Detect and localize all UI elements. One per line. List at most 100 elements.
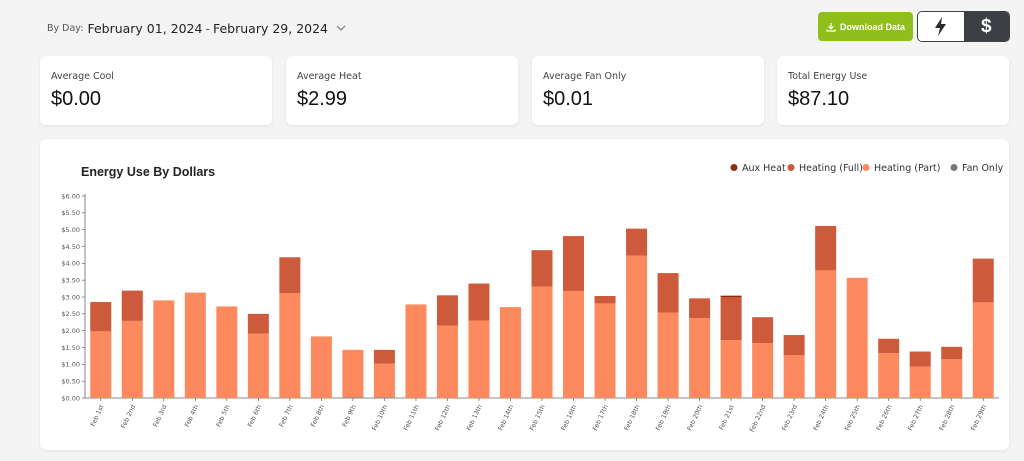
bar-segment xyxy=(247,333,269,398)
x-tick-label: Feb 15th xyxy=(529,404,547,432)
x-tick-label: Feb 1st xyxy=(90,403,106,427)
y-tick-label: $2.00 xyxy=(61,327,80,335)
x-tick-label: Feb 13th xyxy=(466,404,484,432)
bar-segment xyxy=(279,257,301,294)
y-tick-label: $0.00 xyxy=(61,394,80,402)
bar-segment xyxy=(720,340,742,398)
x-tick-label: Feb 21st xyxy=(718,403,736,431)
bar-segment xyxy=(90,302,112,332)
bar-segment xyxy=(752,343,774,398)
energy-toggle-button[interactable] xyxy=(918,12,964,41)
bar-segment xyxy=(121,320,143,398)
x-tick-label: Feb 10th xyxy=(371,404,389,432)
bar-segment xyxy=(720,295,742,298)
x-tick-label: Feb 2nd xyxy=(120,404,137,430)
bar-segment xyxy=(153,300,175,398)
bar-segment xyxy=(468,320,490,398)
legend-label: Aux Heat xyxy=(742,163,786,174)
bar-segment xyxy=(405,304,427,398)
bar-segment xyxy=(594,303,616,398)
y-tick-label: $5.00 xyxy=(61,226,80,234)
bar-segment xyxy=(184,292,206,398)
bar-segment xyxy=(499,307,521,398)
end-date: February 29, 2024 xyxy=(212,20,329,36)
x-tick-label: Feb 7th xyxy=(278,404,294,428)
y-tick-label: $6.00 xyxy=(61,192,80,200)
y-tick-label: $1.00 xyxy=(61,361,80,369)
bar-segment xyxy=(941,359,963,398)
bar-segment xyxy=(626,228,648,256)
x-tick-label: Feb 27th xyxy=(907,404,925,432)
chevron-down-icon[interactable] xyxy=(335,22,347,34)
x-tick-label: Feb 12th xyxy=(434,404,452,432)
average-cool-card: Average Cool $0.00 xyxy=(40,56,272,125)
lightning-icon xyxy=(935,17,947,36)
energy-chart-card: Energy Use By Dollars Aux Heat Heating (Fu… xyxy=(40,139,1009,450)
card-label: Average Fan Only xyxy=(543,71,627,82)
legend-marker xyxy=(950,164,958,171)
x-tick-label: Feb 25th xyxy=(844,404,862,432)
bar-segment xyxy=(657,312,679,398)
x-tick-label: Feb 19th xyxy=(655,404,673,432)
bar-segment xyxy=(342,397,364,398)
dollar-icon: $ xyxy=(980,15,992,37)
x-tick-label: Feb 4th xyxy=(184,404,200,428)
x-tick-label: Feb 28th xyxy=(939,404,957,432)
legend-marker xyxy=(730,164,738,171)
bar-segment xyxy=(373,363,395,398)
bar-segment xyxy=(752,317,774,344)
dollar-toggle-button[interactable]: $ xyxy=(963,12,1009,41)
y-tick-label: $3.00 xyxy=(61,293,80,301)
x-tick-label: Feb 14th xyxy=(497,404,515,432)
y-tick-label: $4.00 xyxy=(61,260,80,268)
bar-segment xyxy=(909,366,931,398)
bar-segment xyxy=(909,351,931,367)
average-heat-card: Average Heat $2.99 xyxy=(286,56,518,125)
bar-segment xyxy=(720,297,742,341)
bar-segment xyxy=(563,290,585,398)
x-tick-label: Feb 20th xyxy=(686,404,704,432)
x-tick-label: Feb 23rd xyxy=(781,404,799,432)
bar-segment xyxy=(689,318,711,398)
download-icon xyxy=(826,22,836,32)
bar-segment xyxy=(531,250,553,287)
date-separator: - xyxy=(205,20,210,36)
bar-segment xyxy=(815,270,837,398)
average-fan-only-card: Average Fan Only $0.01 xyxy=(532,56,764,125)
bar-segment xyxy=(783,335,805,356)
bar-segment xyxy=(846,277,868,398)
card-value: $2.99 xyxy=(297,88,348,110)
range-prefix-label: By Day: xyxy=(47,22,84,34)
bar-segment xyxy=(815,225,837,271)
bar-segment xyxy=(216,306,238,398)
y-tick-label: $1.50 xyxy=(61,344,80,352)
chart-title: Energy Use By Dollars xyxy=(81,165,215,179)
card-value: $0.00 xyxy=(51,88,102,110)
x-tick-label: Feb 16th xyxy=(560,404,578,432)
download-data-button[interactable]: Download Data xyxy=(818,12,913,41)
bar-segment xyxy=(436,325,458,398)
bar-segment xyxy=(972,302,994,398)
x-tick-label: Feb 29th xyxy=(970,404,988,432)
x-tick-label: Feb 18th xyxy=(623,404,641,432)
x-tick-label: Feb 26th xyxy=(875,404,893,432)
card-label: Average Cool xyxy=(51,71,114,82)
units-toggle[interactable]: $ xyxy=(917,11,1010,42)
bar-segment xyxy=(626,255,648,398)
bar-segment xyxy=(90,331,112,398)
energy-use-chart: Energy Use By Dollars Aux Heat Heating (Fu… xyxy=(61,163,1003,433)
bar-segment xyxy=(972,258,994,303)
bar-segment xyxy=(878,338,900,354)
bar-segment xyxy=(279,293,301,398)
x-tick-label: Feb 9th xyxy=(341,404,357,428)
x-tick-label: Feb 24th xyxy=(812,404,830,432)
x-tick-label: Feb 17th xyxy=(592,404,610,432)
y-tick-label: $5.50 xyxy=(61,209,80,217)
y-tick-label: $4.50 xyxy=(61,243,80,251)
bar-segment xyxy=(531,286,553,398)
y-tick-label: $3.50 xyxy=(61,276,80,284)
date-range-selector[interactable]: By Day: February 01, 2024 - February 29,… xyxy=(47,16,347,40)
x-tick-label: Feb 11th xyxy=(403,404,421,432)
y-tick-label: $2.50 xyxy=(61,310,80,318)
x-tick-label: Feb 8th xyxy=(310,404,326,428)
